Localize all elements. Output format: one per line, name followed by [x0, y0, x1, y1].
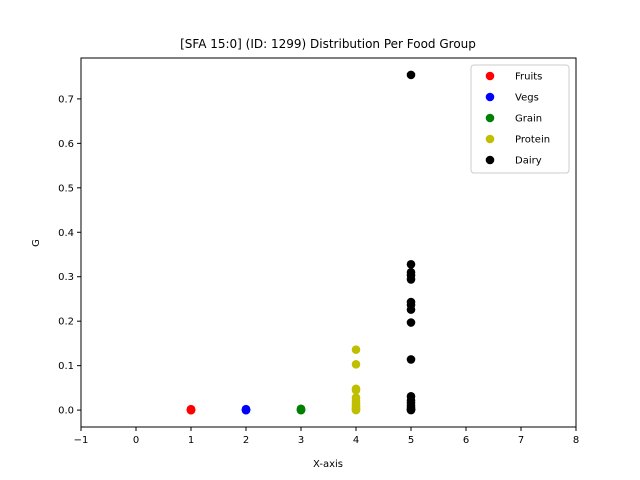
dairy-point [406, 259, 416, 269]
grain-point [296, 404, 306, 414]
dairy-point [406, 355, 416, 364]
x-axis-label: X-axis [313, 459, 343, 470]
dairy-point [406, 405, 416, 415]
x-tick-label: 4 [353, 435, 359, 446]
protein-point [351, 385, 361, 395]
y-tick-label: 0.0 [58, 406, 74, 417]
x-tick-label: 1 [188, 435, 194, 446]
protein-point [351, 405, 361, 415]
legend-marker-grain [485, 113, 495, 123]
legend-label-vegs: Vegs [515, 93, 539, 104]
plot-area [186, 70, 416, 415]
legend-marker-protein [485, 134, 495, 144]
dairy-point [406, 275, 416, 284]
legend-box [470, 64, 570, 174]
y-axis-label: G [31, 239, 42, 247]
x-axis: −1 0 1 2 3 4 5 6 7 8 [74, 427, 579, 446]
x-tick-label: 7 [518, 435, 524, 446]
legend-label-grain: Grain [515, 114, 542, 125]
legend-label-dairy: Dairy [515, 156, 542, 167]
legend-label-fruits: Fruits [515, 72, 542, 83]
legend: Fruits Vegs Grain Protein Dairy [470, 64, 570, 174]
dairy-point [406, 70, 416, 80]
y-axis: 0.0 0.1 0.2 0.3 0.4 0.5 0.6 0.7 [58, 94, 81, 417]
protein-point [351, 345, 361, 354]
legend-label-protein: Protein [515, 135, 550, 146]
y-tick-label: 0.1 [58, 361, 74, 372]
dairy-point [406, 318, 416, 327]
x-tick-label: 5 [408, 435, 414, 446]
x-tick-label: −1 [74, 435, 89, 446]
y-tick-label: 0.5 [58, 183, 74, 194]
plot-frame [80, 57, 577, 428]
protein-point [351, 360, 361, 369]
y-tick-label: 0.4 [58, 228, 74, 239]
x-tick-label: 0 [133, 435, 139, 446]
fruits-point [186, 404, 196, 414]
x-tick-label: 3 [298, 435, 304, 446]
y-tick-label: 0.7 [58, 94, 74, 105]
legend-marker-fruits [485, 71, 495, 81]
legend-marker-vegs [485, 92, 495, 102]
chart-title: [SFA 15:0] (ID: 1299) Distribution Per F… [180, 37, 476, 51]
x-tick-label: 6 [463, 435, 469, 446]
x-tick-label: 8 [573, 435, 579, 446]
dairy-point [406, 305, 416, 314]
y-tick-label: 0.3 [58, 272, 74, 283]
legend-marker-dairy [485, 155, 495, 165]
vegs-point [241, 404, 251, 414]
y-tick-label: 0.2 [58, 317, 74, 328]
y-tick-label: 0.6 [58, 139, 74, 150]
x-tick-label: 2 [243, 435, 249, 446]
